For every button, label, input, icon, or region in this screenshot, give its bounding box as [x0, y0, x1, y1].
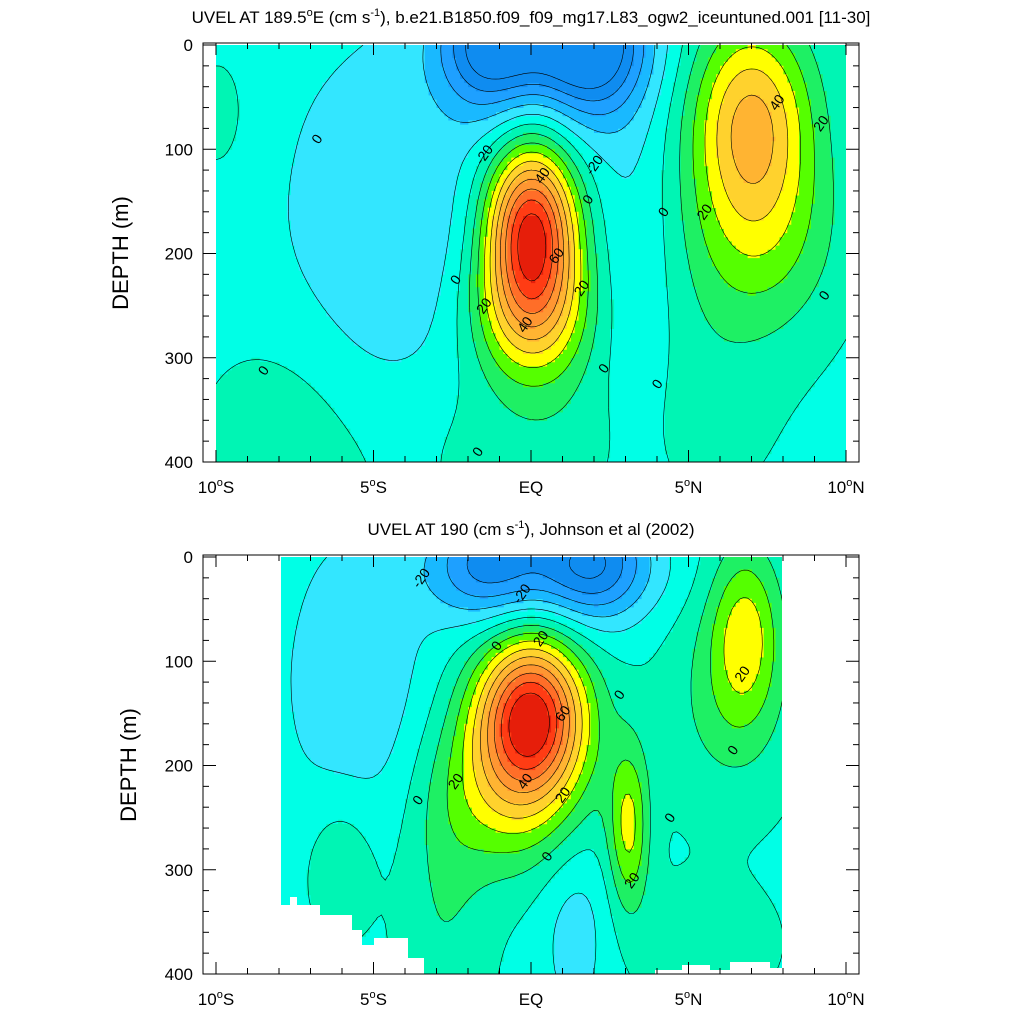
contour-fill-band: [468, 45, 835, 421]
contour-line-neg50: [465, 45, 624, 89]
x-tick-label: 10oS: [198, 989, 234, 1009]
x-tick-label: 5oN: [675, 989, 703, 1009]
contour-fill-band: [495, 95, 776, 342]
contour-line-60: [500, 178, 564, 328]
contour-line-neg30: [446, 557, 637, 606]
contour-fill-band: [440, 45, 646, 117]
contour-fill-band: [216, 45, 846, 462]
panel-top-y-axis-label: DEPTH (m): [108, 196, 133, 310]
contour-line-90: [508, 692, 550, 757]
contour-line-90: [517, 213, 547, 282]
panel-bottom-missing-data-mask: [216, 557, 846, 974]
y-tick-label: 100: [165, 652, 193, 671]
contour-line-40: [489, 68, 789, 354]
contour-fill-band: [507, 694, 552, 758]
x-tick-label: 5oS: [360, 989, 387, 1009]
contour-fill-band: [487, 665, 571, 791]
panel-top-plot-area: [216, 45, 846, 462]
panel-bottom-ticks: 0 100 200 300 400 10oS 5oS EQ 5oN 10oN: [165, 548, 865, 1009]
contour-line-40: [472, 648, 583, 819]
contour-line-50: [495, 94, 774, 340]
y-tick-label: 400: [165, 965, 193, 984]
x-tick-label: 5oN: [675, 477, 703, 497]
contour-fill-band: [286, 45, 670, 363]
panel-top-ticks: 0 100 200 300 400 10oS 5oS EQ 5oN 10oN: [165, 36, 865, 497]
contour-line-neg40: [453, 45, 634, 102]
contour-fill-band: [290, 557, 670, 974]
y-tick-label: 300: [165, 349, 193, 368]
y-tick-label: 200: [165, 245, 193, 264]
contour-line-70: [494, 672, 564, 782]
contour-line-neg30: [440, 45, 645, 115]
y-tick-label: 300: [165, 861, 193, 880]
contour-line-80: [510, 199, 553, 300]
panel-bottom-plot-area: [216, 557, 846, 974]
contour-line-30: [461, 597, 763, 853]
panel-bottom-y-axis-label: DEPTH (m): [116, 708, 141, 822]
contour-fill-band: [424, 45, 654, 133]
y-tick-label: 0: [184, 548, 193, 567]
contour-line-50: [480, 656, 576, 806]
contour-line-neg20: [422, 45, 656, 134]
panel-bottom: UVEL AT 190 (cm s-1), Johnson et al (200…: [116, 519, 865, 1009]
x-tick-label: 5oS: [360, 477, 387, 497]
contour-fill-band: [464, 598, 764, 850]
contour-line-70: [505, 188, 559, 314]
contour-line-neg10: [290, 557, 671, 974]
x-tick-label: 10oS: [198, 477, 234, 497]
contour-line-60: [487, 664, 570, 793]
contour-fill-band: [306, 557, 819, 974]
contour-line-20: [446, 569, 775, 884]
contour-line-10: [469, 45, 834, 421]
contour-line-0: [216, 45, 846, 462]
y-tick-label: 100: [165, 140, 193, 159]
contour-fill-band: [424, 557, 788, 921]
x-tick-label: 10oN: [827, 989, 864, 1009]
panel-bottom-title: UVEL AT 190 (cm s-1), Johnson et al (200…: [368, 519, 695, 539]
panel-top-title: UVEL AT 189.5oE (cm s-1), b.e21.B1850.f0…: [192, 7, 871, 27]
contour-line-neg50: [569, 557, 606, 579]
panel-top: UVEL AT 189.5oE (cm s-1), b.e21.B1850.f0…: [108, 7, 870, 497]
contour-fill-band: [519, 216, 548, 284]
y-tick-label: 400: [165, 453, 193, 472]
y-tick-label: 0: [184, 36, 193, 55]
x-tick-label: EQ: [519, 478, 544, 497]
x-tick-label: EQ: [519, 990, 544, 1009]
contour-fill-band: [424, 557, 650, 616]
panel-top-contour-lines: [216, 45, 846, 462]
y-tick-label: 200: [165, 757, 193, 776]
contour-line-80: [500, 681, 558, 770]
contour-line-neg10: [288, 45, 668, 361]
x-tick-label: 10oN: [827, 477, 864, 497]
contour-line-30: [484, 46, 801, 368]
contour-line-neg20: [423, 557, 652, 618]
contour-fill-band: [452, 45, 634, 100]
contour-line-20: [477, 45, 815, 387]
